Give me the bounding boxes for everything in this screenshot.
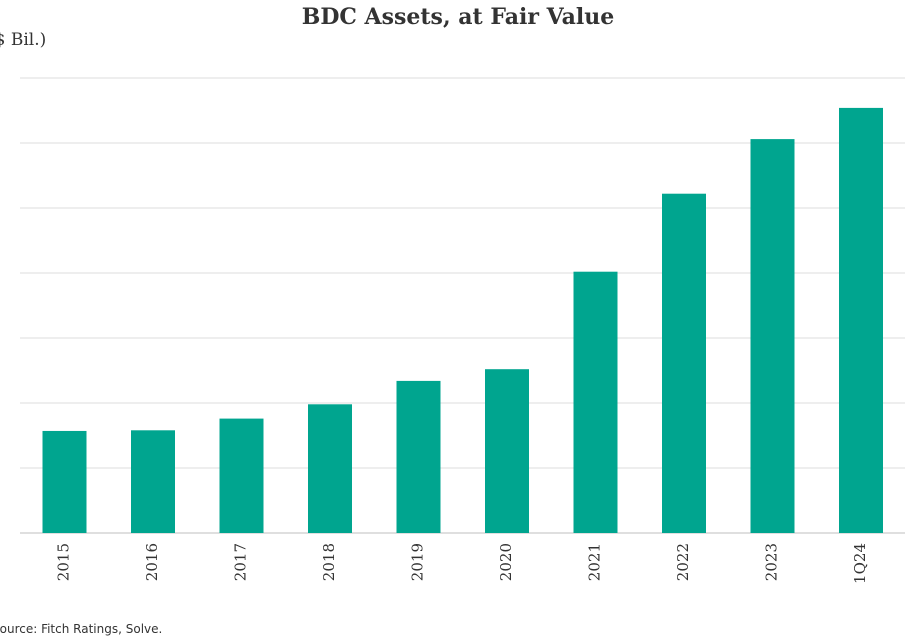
x-tick-label-2023: 2023 — [763, 543, 781, 581]
x-tick-label-2021: 2021 — [586, 543, 604, 581]
bar-2017 — [219, 418, 264, 533]
x-tick-label-2016: 2016 — [143, 543, 161, 581]
x-tick-label-2017: 2017 — [232, 543, 250, 581]
x-tick-label-2018: 2018 — [320, 543, 338, 581]
bar-2023 — [750, 139, 795, 533]
x-tick-label-1Q24: 1Q24 — [851, 543, 869, 584]
x-tick-label-2020: 2020 — [497, 543, 515, 581]
x-tick-label-2022: 2022 — [674, 543, 692, 581]
x-tick-label-2015: 2015 — [55, 543, 73, 581]
bar-2020 — [485, 369, 529, 533]
bar-2019 — [396, 380, 441, 533]
bar-2022 — [662, 193, 706, 533]
bar-2021 — [573, 271, 618, 533]
y-axis-unit-label: ($ Bil.) — [0, 30, 47, 50]
bar-1Q24 — [839, 107, 883, 534]
bar-2018 — [308, 404, 352, 533]
chart-title: BDC Assets, at Fair Value — [301, 4, 615, 30]
source-note: Source: Fitch Ratings, Solve. — [0, 622, 163, 636]
x-tick-label-2019: 2019 — [409, 543, 427, 581]
bar-2016 — [131, 430, 175, 533]
bar-2015 — [42, 430, 87, 533]
